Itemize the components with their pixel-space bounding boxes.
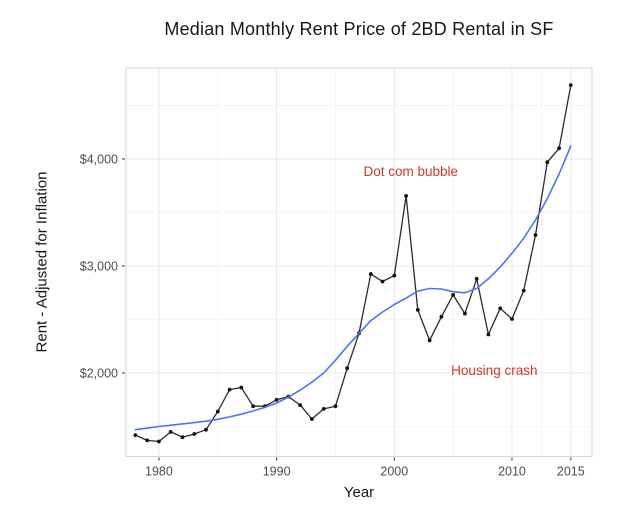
data-point [415, 308, 420, 312]
data-point [463, 311, 467, 316]
data-point [204, 427, 208, 432]
x-tick-label: 2010 [498, 465, 526, 479]
x-tick-label: 2015 [557, 465, 585, 479]
data-point [498, 306, 503, 311]
data-point [157, 439, 161, 444]
x-tick-label: 1990 [263, 465, 291, 479]
data-point [545, 160, 550, 165]
actual-rent-line [134, 84, 572, 443]
data-point [133, 433, 138, 437]
data-point [239, 385, 244, 390]
data-point [168, 430, 173, 434]
data-point [510, 317, 514, 321]
data-point [568, 83, 573, 87]
x-tick-label: 1980 [145, 465, 173, 479]
data-point [427, 338, 432, 343]
y-tick-label: $2,000 [80, 367, 118, 381]
data-point [380, 279, 385, 284]
x-axis-title: Year [343, 484, 375, 501]
data-point [451, 293, 455, 297]
data-point [251, 404, 256, 409]
data-point [392, 273, 397, 278]
data-point [439, 314, 444, 319]
data-point [533, 233, 538, 237]
data-point [557, 146, 561, 151]
y-tick-label: $3,000 [80, 259, 118, 273]
data-point [215, 409, 220, 414]
data-point [404, 194, 408, 198]
data-point [486, 332, 491, 337]
x-tick-label: 2000 [380, 465, 408, 479]
data-point [145, 438, 150, 443]
chart-title: Median Monthly Rent Price of 2BD Rental … [164, 19, 554, 39]
data-point [227, 387, 232, 392]
plot-panel [125, 67, 593, 457]
data-point [368, 272, 373, 276]
loess-smooth-line [134, 145, 572, 431]
data-point [192, 432, 197, 436]
data-point [333, 404, 338, 409]
annotation-housing-crash: Housing crash [451, 363, 537, 378]
data-point [321, 407, 326, 411]
data-point [521, 288, 526, 293]
annotation-dot-com-bubble: Dot com bubble [363, 164, 458, 179]
data-point [274, 397, 279, 402]
y-tick-label: $4,000 [80, 152, 118, 166]
data-point [310, 417, 314, 421]
data-point [298, 403, 303, 407]
data-point [345, 366, 350, 371]
data-point [180, 435, 185, 440]
data-point [474, 276, 479, 281]
